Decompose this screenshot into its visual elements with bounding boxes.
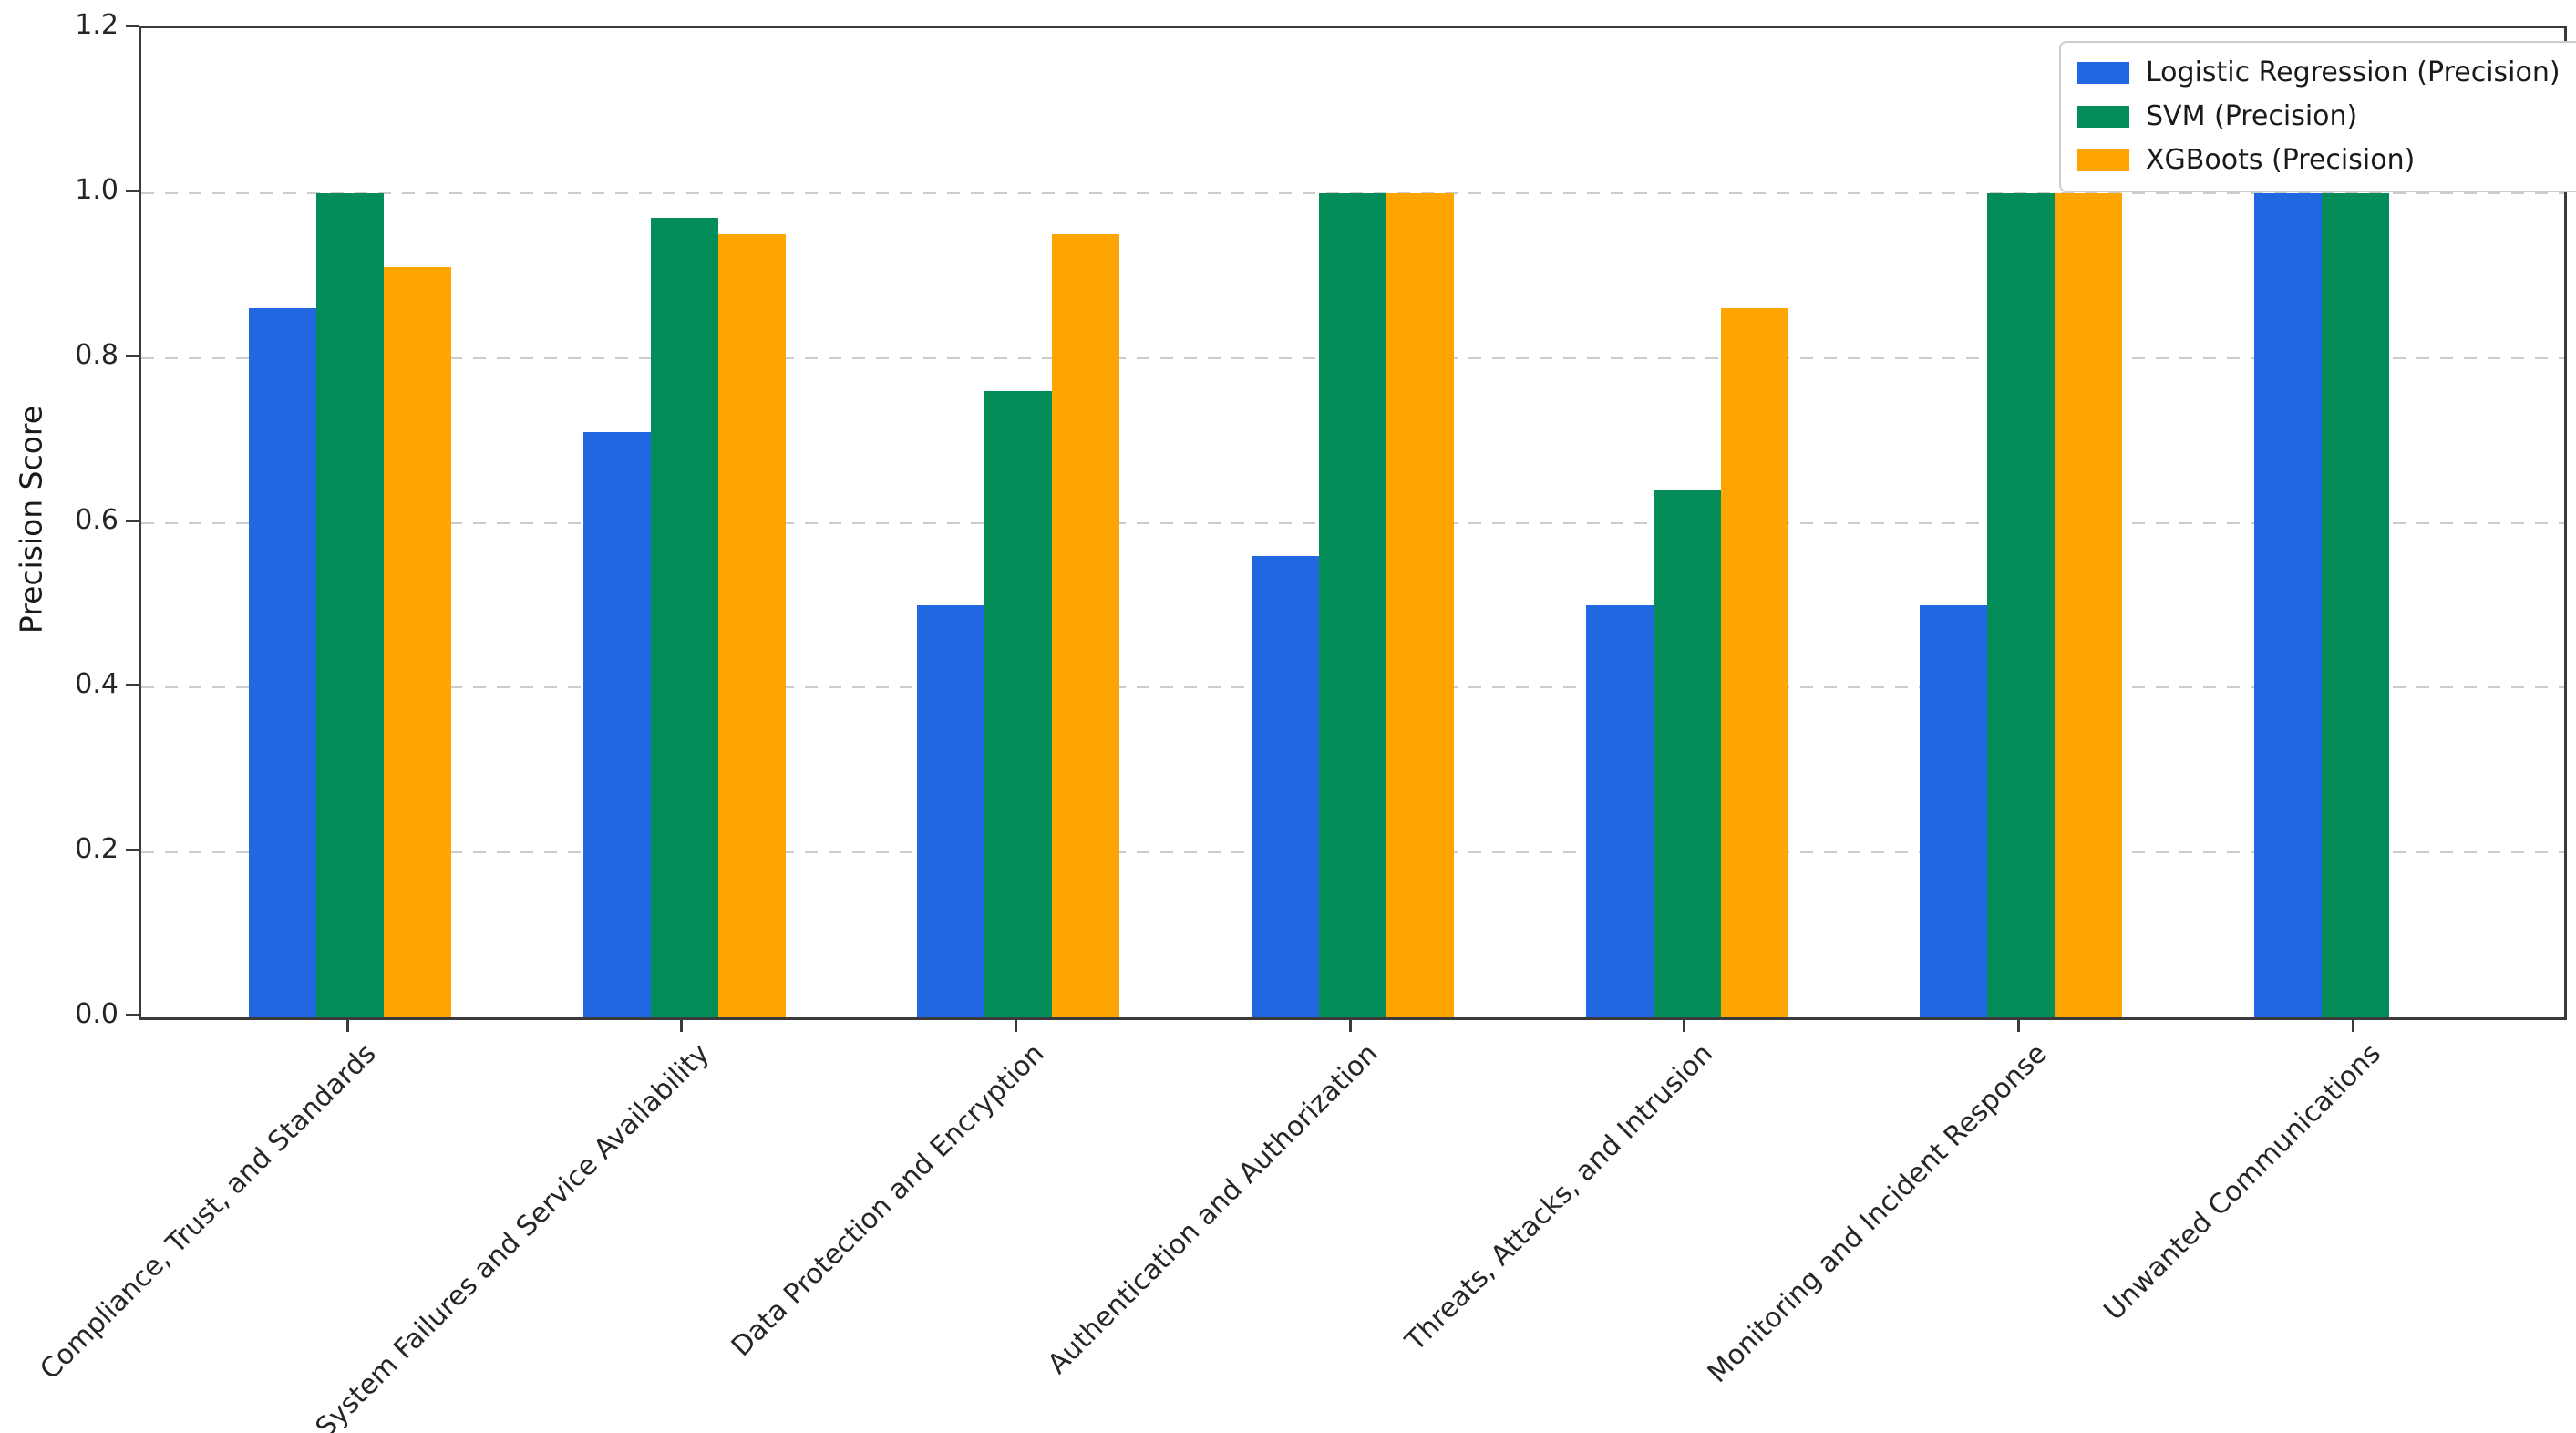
y-tick-mark [126,25,139,27]
gridline [141,191,2564,194]
bar [2254,192,2322,1017]
x-tick-label: Data Protection and Encryption [725,1037,1051,1364]
x-tick-mark [2016,1017,2020,1032]
y-tick-label: 0.6 [75,503,118,536]
x-tick-mark [1683,1017,1686,1032]
legend-label: XGBoots (Precision) [2146,144,2416,176]
bar [1052,234,1120,1017]
bar [984,390,1053,1017]
y-tick-label: 1.0 [75,173,118,206]
y-tick-label: 0.4 [75,668,118,701]
y-tick-mark [126,1014,139,1016]
x-tick-label: Threats, Attacks, and Intrusion [1398,1037,1719,1358]
y-tick-mark [126,189,139,192]
bar [1653,490,1721,1017]
x-tick-label: Authentication and Authorization [1042,1037,1386,1381]
legend-label: Logistic Regression (Precision) [2146,57,2561,88]
y-tick-mark [126,354,139,357]
bar [249,308,316,1017]
x-tick-mark [345,1017,349,1032]
legend-swatch-icon [2077,149,2129,171]
legend-item: Logistic Regression (Precision) [2077,57,2561,88]
bar [717,234,786,1017]
plot-area: Logistic Regression (Precision) SVM (Prec… [139,26,2576,1020]
legend: Logistic Regression (Precision) SVM (Prec… [2059,41,2576,192]
x-tick-mark [2351,1017,2354,1032]
bar [582,432,651,1017]
bar [1987,192,2056,1017]
bar [1585,604,1654,1017]
bar [1920,604,1988,1017]
y-tick-label: 1.2 [75,9,118,41]
bar [316,192,384,1017]
x-tick-mark [680,1017,684,1032]
y-tick-label: 0.0 [75,998,118,1030]
x-tick-label: Compliance, Trust, and Standards [33,1037,383,1387]
bar [2055,192,2123,1017]
bar [1386,192,1454,1017]
bar [917,604,985,1017]
bar [650,217,718,1017]
x-tick-label: Monitoring and Incident Response [1701,1037,2054,1390]
bar [1252,555,1319,1017]
legend-swatch-icon [2077,106,2129,128]
bar [2322,192,2389,1017]
legend-item: SVM (Precision) [2077,101,2561,132]
y-tick-label: 0.8 [75,338,118,371]
legend-swatch-icon [2077,62,2129,84]
x-tick-label: System Failures and Service Availability [310,1037,716,1433]
bar [1720,308,1788,1017]
bar [1319,192,1386,1017]
y-tick-label: 0.2 [75,833,118,866]
x-tick-mark [1348,1017,1352,1032]
x-tick-label: Unwanted Communications [2097,1037,2388,1327]
bar [384,267,451,1017]
y-tick-mark [126,849,139,852]
y-tick-mark [126,684,139,687]
legend-item: XGBoots (Precision) [2077,145,2561,176]
x-tick-mark [1014,1017,1017,1032]
legend-label: SVM (Precision) [2146,100,2358,132]
y-tick-mark [126,519,139,522]
